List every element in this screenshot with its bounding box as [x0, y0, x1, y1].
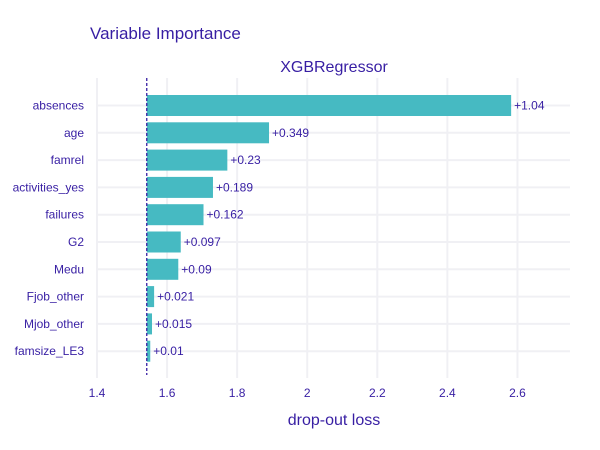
x-tick-label: 2.4	[439, 386, 456, 400]
x-tick-labels: 1.4 1.6 1.8 2 2.2 2.4 2.6	[89, 386, 526, 400]
x-axis-title: drop-out loss	[288, 412, 381, 429]
y-tick-label: G2	[68, 235, 84, 249]
bar-famsize_LE3	[146, 340, 151, 362]
bar-value-label: +0.162	[207, 208, 244, 222]
bar-Mjob_other	[146, 313, 153, 335]
x-tick-label: 2	[304, 386, 311, 400]
chart-subtitle: XGBRegressor	[280, 59, 388, 76]
bar-value-label: +0.097	[184, 235, 221, 249]
x-tick-label: 1.4	[89, 386, 106, 400]
bar-value-label: +0.23	[230, 153, 261, 167]
y-tick-label: Medu	[54, 262, 84, 276]
y-tick-labels: absences age famrel activities_yes failures G…	[13, 99, 85, 359]
bars: +1.04 +0.349 +0.23 +0.189 +0.162 +0.097 +0.09 +…	[146, 95, 545, 362]
bar-value-label: +0.189	[216, 180, 253, 194]
bar-absences	[146, 95, 512, 116]
y-tick-label: absences	[33, 99, 84, 113]
bar-Fjob_other	[146, 286, 155, 308]
y-tick-label: Mjob_other	[24, 317, 84, 331]
bar-value-label: +0.349	[272, 126, 309, 140]
bar-value-label: +0.015	[155, 317, 192, 331]
bar-Medu	[146, 258, 179, 280]
bar-activities_yes	[146, 176, 213, 198]
bar-famrel	[146, 149, 228, 171]
y-tick-label: age	[64, 126, 84, 140]
bar-failures	[146, 204, 204, 226]
bar-value-label: +0.01	[153, 344, 184, 358]
x-tick-label: 2.6	[509, 386, 526, 400]
bar-G2	[146, 231, 181, 253]
y-tick-label: famsize_LE3	[15, 344, 85, 358]
x-tick-label: 1.8	[229, 386, 246, 400]
y-tick-label: activities_yes	[13, 180, 84, 194]
bar-value-label: +1.04	[514, 99, 545, 113]
bar-value-label: +0.021	[157, 290, 194, 304]
chart-title: Variable Importance	[90, 24, 241, 43]
bar-age	[146, 122, 270, 144]
y-tick-label: famrel	[51, 153, 84, 167]
bar-value-label: +0.09	[181, 262, 212, 276]
y-tick-label: Fjob_other	[27, 290, 84, 304]
y-tick-label: failures	[45, 208, 84, 222]
x-tick-label: 2.2	[369, 386, 386, 400]
x-tick-label: 1.6	[159, 386, 176, 400]
